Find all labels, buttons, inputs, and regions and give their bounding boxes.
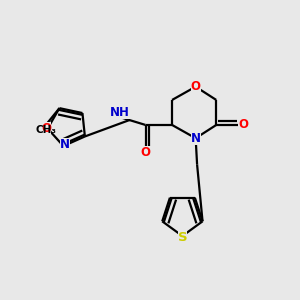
Text: O: O [238, 118, 249, 131]
Text: S: S [178, 231, 187, 244]
Text: O: O [190, 80, 201, 93]
Text: O: O [41, 122, 51, 135]
Text: N: N [190, 132, 201, 145]
Text: O: O [141, 146, 151, 159]
Text: CH₃: CH₃ [35, 125, 56, 135]
Text: N: N [60, 138, 70, 151]
Text: NH: NH [110, 106, 130, 119]
